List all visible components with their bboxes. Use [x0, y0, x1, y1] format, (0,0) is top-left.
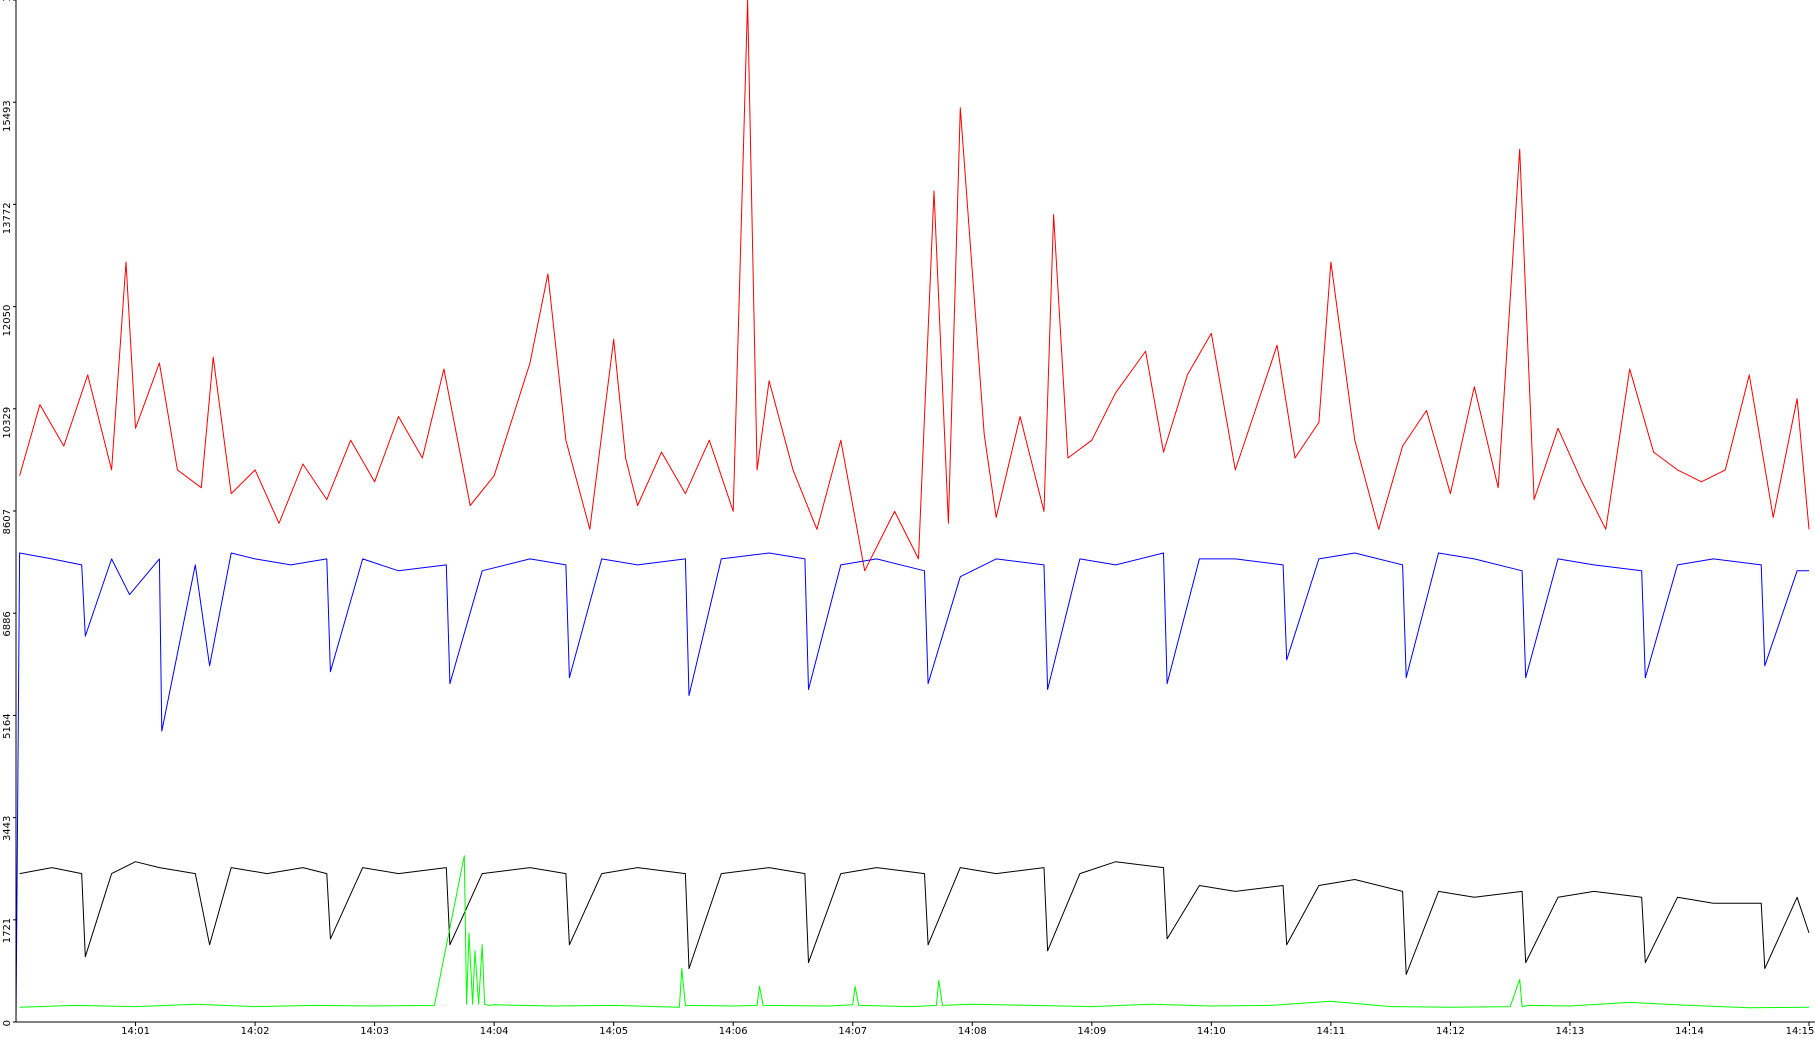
series-layer	[15, 0, 1810, 1023]
y-tick-label: 12050	[2, 305, 13, 337]
x-tick-label: 14:06	[719, 1026, 748, 1037]
y-tick-label: 8607	[2, 509, 13, 534]
y-tick-label: 5164	[2, 713, 13, 738]
y-tick-label: 0	[2, 1020, 13, 1026]
y-tick-label: 3443	[2, 816, 13, 841]
series-line-1	[15, 552, 1809, 1023]
x-tick-label: 14:05	[599, 1026, 628, 1037]
y-tick-label: 15493	[2, 100, 13, 132]
y-tick-label: 1721	[2, 918, 13, 943]
y-tick-label: 17215	[2, 0, 13, 2]
x-tick-label: 14:02	[241, 1026, 270, 1037]
x-tick-label: 14:13	[1556, 1026, 1585, 1037]
x-tick-label: 14:03	[360, 1026, 389, 1037]
y-tick-label: 13772	[2, 202, 13, 234]
y-tick-label: 6886	[2, 611, 13, 636]
series-line-3	[19, 855, 1810, 1009]
x-tick-label: 14:07	[838, 1026, 867, 1037]
x-tick-label: 14:04	[480, 1026, 509, 1037]
x-tick-label: 14:09	[1077, 1026, 1106, 1037]
x-tick-label: 14:15	[1786, 1026, 1815, 1037]
x-tick-label: 14:14	[1675, 1026, 1704, 1037]
x-tick-label: 14:10	[1197, 1026, 1226, 1037]
x-tick-label: 14:12	[1436, 1026, 1465, 1037]
x-tick-label: 14:01	[121, 1026, 150, 1037]
x-tick-labels: 14:01 14:02 14:03 14:04 14:05 14:06 14:07 14:08…	[121, 1022, 1814, 1037]
series-line-0	[19, 0, 1810, 572]
x-tick-label: 14:11	[1316, 1026, 1345, 1037]
x-tick-label: 14:08	[958, 1026, 987, 1037]
series-line-2	[19, 861, 1810, 975]
y-tick-label: 10329	[2, 407, 13, 439]
y-tick-labels: 0 1721 3443 5164 6886 8607 10329 12050 13772 1549…	[2, 0, 16, 1026]
